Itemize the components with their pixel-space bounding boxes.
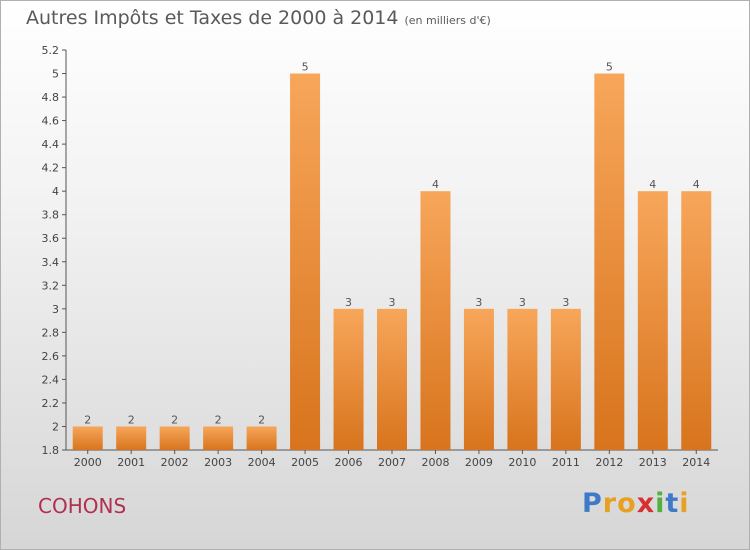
chart-title: Autres Impôts et Taxes de 2000 à 2014 (en… bbox=[26, 7, 491, 29]
logo-letter: o bbox=[617, 488, 637, 519]
y-tick-label: 3 bbox=[52, 303, 59, 316]
x-tick-label: 2004 bbox=[248, 456, 276, 469]
y-tick-label: 4.6 bbox=[42, 115, 60, 128]
bar-data-label: 3 bbox=[345, 296, 352, 309]
x-tick-label: 2003 bbox=[204, 456, 232, 469]
logo-letter: t bbox=[665, 488, 680, 519]
town-name: COHONS bbox=[38, 494, 127, 518]
bar[interactable] bbox=[594, 73, 625, 450]
x-tick-label: 2007 bbox=[378, 456, 406, 469]
y-tick-label: 5 bbox=[52, 68, 59, 81]
chart-title-text: Autres Impôts et Taxes de 2000 à 2014 bbox=[26, 7, 399, 29]
bar-data-label: 4 bbox=[649, 178, 656, 191]
bar[interactable] bbox=[333, 308, 364, 450]
y-tick-label: 2.6 bbox=[42, 350, 60, 363]
logo-letter: i bbox=[655, 488, 666, 519]
x-tick-label: 2014 bbox=[682, 456, 710, 469]
bar[interactable] bbox=[159, 426, 190, 450]
bar[interactable] bbox=[116, 426, 147, 450]
x-tick-label: 2009 bbox=[465, 456, 493, 469]
x-tick-label: 2008 bbox=[421, 456, 449, 469]
x-tick-label: 2002 bbox=[161, 456, 189, 469]
chart-unit: (en milliers d'€) bbox=[404, 14, 491, 27]
x-tick-label: 2005 bbox=[291, 456, 319, 469]
logo-letter: r bbox=[602, 488, 618, 519]
bar-data-label: 3 bbox=[475, 296, 482, 309]
bar[interactable] bbox=[463, 308, 494, 450]
y-tick-label: 3.2 bbox=[42, 279, 60, 292]
y-tick-label: 4.2 bbox=[42, 162, 60, 175]
bar[interactable] bbox=[637, 191, 668, 451]
bar[interactable] bbox=[377, 308, 407, 450]
y-tick-label: 4.4 bbox=[42, 138, 60, 151]
y-tick-label: 2.2 bbox=[42, 397, 60, 410]
y-tick-label: 4.8 bbox=[42, 91, 60, 104]
y-tick-label: 2.8 bbox=[42, 326, 60, 339]
y-tick-label: 3.6 bbox=[42, 232, 60, 245]
bar[interactable] bbox=[550, 308, 581, 450]
bar-data-label: 2 bbox=[258, 413, 265, 426]
x-tick-label: 2013 bbox=[639, 456, 667, 469]
x-tick-label: 2011 bbox=[552, 456, 580, 469]
bar[interactable] bbox=[681, 191, 712, 451]
x-tick-label: 2001 bbox=[117, 456, 145, 469]
bar[interactable] bbox=[420, 191, 451, 451]
bar-data-label: 5 bbox=[606, 61, 613, 74]
y-tick-label: 1.8 bbox=[42, 444, 60, 457]
y-tick-label: 2 bbox=[52, 420, 59, 433]
x-tick-label: 2012 bbox=[595, 456, 623, 469]
x-tick-label: 2006 bbox=[335, 456, 363, 469]
bar-data-label: 2 bbox=[171, 413, 178, 426]
bar-data-label: 2 bbox=[84, 413, 91, 426]
logo-letter: P bbox=[582, 488, 603, 519]
bar-data-label: 2 bbox=[128, 413, 135, 426]
bar[interactable] bbox=[246, 426, 277, 450]
proxiti-logo[interactable]: Proxiti bbox=[582, 488, 690, 519]
y-tick-label: 4 bbox=[52, 185, 59, 198]
logo-letter: i bbox=[679, 488, 690, 519]
y-tick-label: 2.4 bbox=[42, 373, 60, 386]
y-tick-label: 3.8 bbox=[42, 209, 60, 222]
logo-letter: x bbox=[636, 488, 656, 519]
y-tick-label: 3.4 bbox=[42, 256, 60, 269]
bar[interactable] bbox=[72, 426, 103, 450]
bar-data-label: 4 bbox=[432, 178, 439, 191]
bar-data-label: 2 bbox=[215, 413, 222, 426]
x-tick-label: 2010 bbox=[508, 456, 536, 469]
bar-data-label: 3 bbox=[519, 296, 526, 309]
bar[interactable] bbox=[507, 308, 538, 450]
bar-data-label: 3 bbox=[389, 296, 396, 309]
bar[interactable] bbox=[203, 426, 234, 450]
bar-data-label: 5 bbox=[302, 61, 309, 74]
y-tick-label: 5.2 bbox=[42, 44, 60, 57]
bar-data-label: 4 bbox=[693, 178, 700, 191]
x-tick-label: 2000 bbox=[74, 456, 102, 469]
bar[interactable] bbox=[290, 73, 321, 450]
bar-data-label: 3 bbox=[562, 296, 569, 309]
